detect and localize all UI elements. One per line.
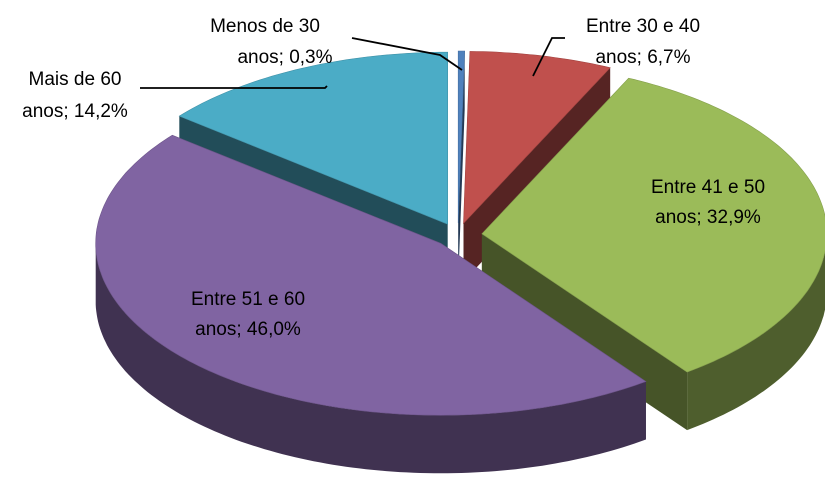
data-label: anos; 0,3% (237, 47, 332, 68)
slice (95, 134, 647, 416)
leader-line (351, 37, 463, 71)
data-label: anos; 32,9% (655, 207, 761, 228)
slice-wall (95, 243, 646, 474)
data-label: anos; 14,2% (22, 101, 128, 122)
slice (457, 50, 466, 224)
leader-line (532, 37, 565, 77)
data-label: Mais de 60 (29, 69, 122, 90)
slice (463, 51, 611, 225)
slice-side (458, 51, 465, 281)
data-label: Entre 51 e 60 (191, 289, 305, 310)
slice (481, 77, 825, 373)
slice-wall (687, 251, 825, 431)
slice (178, 51, 448, 225)
pie (95, 50, 825, 474)
leader-line (140, 85, 328, 89)
data-label: Entre 41 e 50 (651, 177, 765, 198)
labels: Menos de 30 anos; 0,3% Entre 30 e 40 anos; … (22, 16, 765, 340)
data-label: anos; 6,7% (595, 47, 690, 68)
data-label: Menos de 30 (210, 16, 320, 37)
data-label: Entre 30 e 40 (586, 16, 700, 37)
data-label: anos; 46,0% (195, 319, 301, 340)
